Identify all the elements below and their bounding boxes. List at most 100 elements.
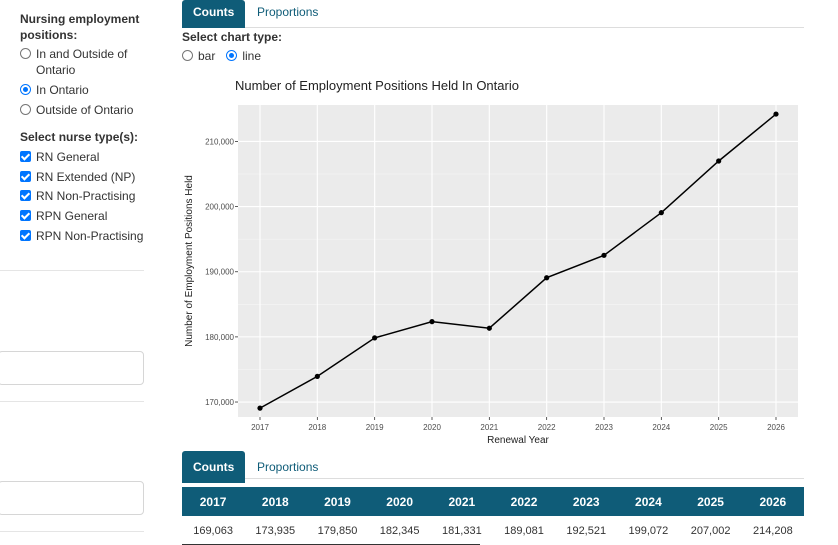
checkbox-rpn-non-practising[interactable]: RPN Non-Practising: [20, 228, 143, 244]
data-point[interactable]: [601, 252, 607, 258]
data-point[interactable]: [658, 210, 664, 216]
table-cell: 182,345: [379, 524, 420, 537]
radio-bar[interactable]: bar: [182, 48, 215, 64]
line-chart: Number of Employment Positions Held In O…: [184, 78, 798, 446]
radio-button[interactable]: [182, 50, 193, 61]
employment-group-label: Nursing employment positions:: [20, 12, 140, 42]
x-tick-label: 2018: [308, 423, 326, 432]
x-tick-label: 2026: [767, 423, 785, 432]
x-tick-label: 2017: [251, 423, 269, 432]
x-tick-label: 2020: [423, 423, 441, 432]
data-point[interactable]: [314, 373, 320, 379]
radio-outside-ontario[interactable]: Outside of Ontario: [20, 102, 133, 118]
y-tick-label: 200,000: [205, 203, 234, 212]
plot-background: [238, 105, 798, 417]
radio-label: In Ontario: [36, 83, 89, 97]
checkbox-label: RN Non-Practising: [36, 189, 136, 203]
radio-line[interactable]: line: [226, 48, 261, 64]
data-point[interactable]: [716, 158, 722, 164]
checkbox[interactable]: [20, 151, 31, 162]
chart-title: Number of Employment Positions Held In O…: [235, 78, 519, 93]
radio-button[interactable]: [20, 104, 31, 115]
checkbox-rn-general[interactable]: RN General: [20, 149, 99, 165]
series-line: [259, 113, 777, 409]
x-tick-label: 2019: [366, 423, 384, 432]
sidebar-divider: [0, 401, 144, 402]
table-cell: 169,063: [193, 524, 233, 537]
table-cell: 179,850: [317, 524, 358, 537]
x-tick-label: 2021: [480, 423, 498, 432]
data-point[interactable]: [544, 275, 550, 281]
x-axis-ticks: 2017 2018 2019 2020 2021 2022 2023 2024 2025 2026: [251, 417, 785, 432]
checkbox-label: RN Extended (NP): [36, 170, 136, 184]
x-tick-label: 2025: [710, 423, 728, 432]
chart-tabs: Counts Proportions: [182, 0, 804, 28]
table-header-cell[interactable]: 2020: [368, 487, 431, 516]
data-point[interactable]: [486, 325, 492, 331]
y-tick-label: 170,000: [205, 398, 234, 407]
checkbox-rpn-general[interactable]: RPN General: [20, 208, 107, 224]
table-header-cell[interactable]: 2026: [741, 487, 804, 516]
table-cell: 207,002: [690, 524, 731, 537]
radio-in-ontario[interactable]: In Ontario: [20, 82, 89, 98]
sidebar-input-box[interactable]: [0, 351, 144, 385]
data-point[interactable]: [773, 111, 779, 117]
checkbox-rn-non-practising[interactable]: RN Non-Practising: [20, 188, 135, 204]
table-header-row: 2017 2018 2019 2020 2021 2022 2023 2024 …: [182, 487, 804, 516]
sidebar-divider: [0, 270, 144, 271]
radio-label: Outside of Ontario: [36, 103, 134, 117]
checkbox-rn-extended[interactable]: RN Extended (NP): [20, 169, 135, 185]
x-axis-title: Renewal Year: [487, 435, 549, 446]
y-tick-label: 190,000: [205, 268, 234, 277]
radio-label: In and Outside of Ontario: [36, 47, 128, 77]
table-cell: 192,521: [566, 524, 607, 537]
grid: [238, 105, 798, 417]
tab-counts[interactable]: Counts: [182, 451, 246, 483]
sidebar-divider: [0, 531, 144, 532]
checkbox-label: RPN Non-Practising: [36, 229, 144, 243]
data-point[interactable]: [429, 319, 435, 325]
y-tick-label: 180,000: [205, 333, 234, 342]
table-header-cell[interactable]: 2022: [492, 487, 556, 516]
radio-label: bar: [198, 49, 216, 63]
table-header-cell[interactable]: 2021: [430, 487, 493, 516]
x-tick-label: 2024: [652, 423, 670, 432]
data-point[interactable]: [372, 335, 378, 341]
table-header-cell[interactable]: 2018: [244, 487, 307, 516]
radio-in-and-outside-ontario[interactable]: In and Outside of Ontario: [20, 46, 150, 78]
table-cell: 181,331: [441, 524, 482, 537]
table-header-cell[interactable]: 2019: [306, 487, 369, 516]
radio-button[interactable]: [226, 50, 238, 61]
table-cell: 189,081: [504, 524, 544, 537]
radio-button[interactable]: [20, 84, 31, 95]
radio-button[interactable]: [20, 48, 31, 59]
chart-type-label: Select chart type:: [182, 30, 283, 44]
tab-counts[interactable]: Counts: [182, 0, 246, 28]
table-header-cell[interactable]: 2023: [555, 487, 618, 516]
sidebar: Nursing employment positions: In and Out…: [0, 0, 160, 545]
chart-type-options: bar line: [182, 48, 272, 64]
tab-proportions[interactable]: Proportions: [257, 5, 319, 19]
tab-proportions[interactable]: Proportions: [257, 460, 319, 474]
data-point[interactable]: [257, 405, 263, 411]
table-header-cell[interactable]: 2017: [182, 487, 245, 516]
counts-table: 2017 2018 2019 2020 2021 2022 2023 2024 …: [182, 487, 804, 545]
checkbox[interactable]: [20, 171, 31, 182]
checkbox-label: RPN General: [36, 209, 108, 223]
table-cell: 214,208: [752, 524, 793, 537]
table-cell: 199,072: [628, 524, 669, 537]
sidebar-input-box[interactable]: [0, 481, 144, 515]
y-axis-ticks: 170,000 180,000 190,000 200,000 210,000: [205, 137, 238, 407]
radio-label: line: [242, 49, 262, 63]
checkbox-label: RN General: [36, 150, 100, 164]
x-tick-label: 2023: [595, 423, 613, 432]
checkbox[interactable]: [20, 190, 31, 201]
table-cell: 173,935: [255, 524, 296, 537]
checkbox[interactable]: [20, 210, 31, 221]
checkbox[interactable]: [20, 230, 31, 241]
table-tabs: Counts Proportions: [182, 451, 804, 483]
y-axis-title: Number of Employment Positions Held: [184, 175, 195, 347]
nurse-type-group-label: Select nurse type(s):: [20, 130, 139, 144]
table-header-cell[interactable]: 2024: [617, 487, 680, 516]
table-header-cell[interactable]: 2025: [679, 487, 742, 516]
